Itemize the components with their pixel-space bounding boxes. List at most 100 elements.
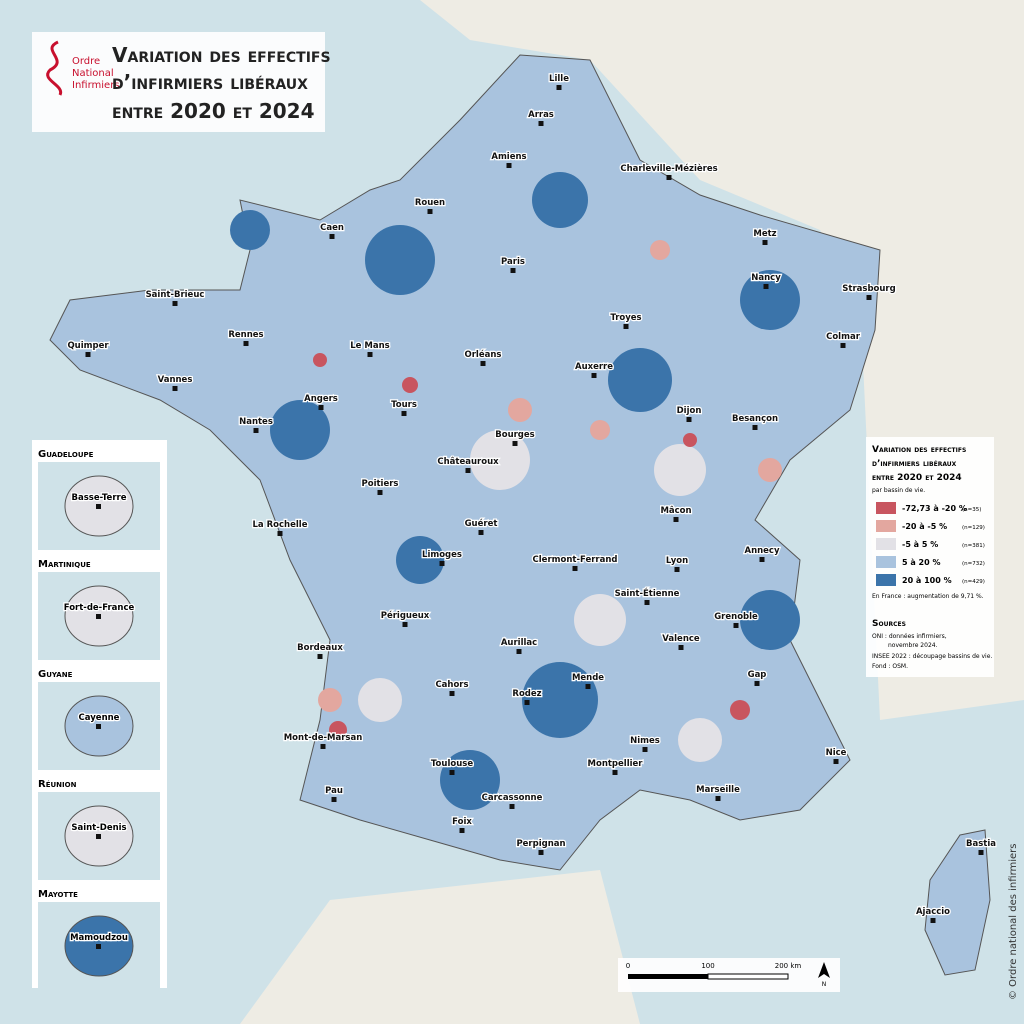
- legend-swatch: [876, 574, 896, 586]
- city-marker: [449, 691, 455, 696]
- logo-text: Ordre: [72, 56, 100, 67]
- city-label: Cahors: [435, 680, 468, 690]
- inset-city-marker: [96, 724, 101, 729]
- city-label: Orléans: [465, 349, 502, 360]
- city-label: Mâcon: [660, 506, 691, 516]
- city-marker: [317, 654, 323, 659]
- city-label: Saint-Brieuc: [146, 290, 205, 300]
- city-label: Valence: [662, 634, 700, 644]
- city-label: Bordeaux: [297, 643, 343, 653]
- city-marker: [439, 561, 445, 566]
- city-marker: [510, 268, 516, 273]
- city-marker: [172, 301, 178, 306]
- city-label: Ajaccio: [916, 907, 950, 917]
- inset-title: Martinique: [38, 559, 91, 570]
- city-marker: [762, 240, 768, 245]
- logo-mark: [46, 40, 63, 96]
- city-marker: [642, 747, 648, 752]
- city-marker: [930, 918, 936, 923]
- city-label: Mende: [572, 673, 604, 683]
- city-label: Caen: [320, 223, 344, 233]
- city-marker: [512, 441, 518, 446]
- city-marker: [402, 622, 408, 627]
- city-marker: [427, 209, 433, 214]
- cities: Lille Arras Amiens Charleville-Mézières Roue…: [66, 73, 998, 923]
- city-label: Rennes: [228, 330, 263, 340]
- city-marker: [612, 770, 618, 775]
- city-label: Guéret: [465, 518, 498, 529]
- city-marker: [572, 566, 578, 571]
- city-marker: [277, 531, 283, 536]
- city-label: Mont-de-Marsan: [284, 733, 363, 743]
- city-label: La Rochelle: [253, 520, 308, 530]
- city-label: Limoges: [422, 550, 462, 560]
- legend-label: 20 à 100 %: [902, 576, 952, 585]
- inset-title: Réunion: [38, 779, 77, 790]
- legend-count: (n=129): [962, 525, 985, 531]
- city-label: Toulouse: [431, 759, 473, 769]
- city-label: Paris: [501, 257, 525, 267]
- title: d’infirmiers libéraux: [112, 70, 308, 94]
- city-marker: [591, 373, 597, 378]
- city-marker: [666, 175, 672, 180]
- city-marker: [833, 759, 839, 764]
- sources-title: Sources: [872, 619, 906, 629]
- inset-city-marker: [96, 944, 101, 949]
- city-marker: [623, 324, 629, 329]
- city-label: Aurillac: [501, 638, 537, 648]
- city-label: Quimper: [67, 341, 109, 351]
- city-label: Foix: [452, 817, 472, 827]
- inset-city-marker: [96, 504, 101, 509]
- title: entre 2020 et 2024: [112, 99, 315, 123]
- city-label: Lyon: [666, 556, 688, 566]
- city-label: Bastia: [966, 839, 996, 849]
- city-label: Angers: [304, 394, 338, 404]
- patches-decline: [318, 240, 782, 712]
- city-marker: [253, 428, 259, 433]
- neighbour-land: [240, 870, 640, 1024]
- city-marker: [752, 425, 758, 430]
- inset-city: Basse-Terre: [72, 493, 127, 503]
- city-marker: [478, 530, 484, 535]
- inset-city-marker: [96, 834, 101, 839]
- inset-city: Saint-Denis: [71, 823, 126, 833]
- city-marker: [516, 649, 522, 654]
- city-label: Châteauroux: [437, 457, 499, 467]
- city-marker: [506, 163, 512, 168]
- city-label: Nancy: [751, 273, 781, 283]
- city-marker: [318, 405, 324, 410]
- city-marker: [644, 600, 650, 605]
- city-label: Colmar: [826, 332, 861, 342]
- logo-text: Infirmiers: [72, 80, 120, 91]
- city-marker: [85, 352, 91, 357]
- legend-count: (n=381): [962, 543, 985, 549]
- sources-line: INSEE 2022 : découpage bassins de vie.: [872, 653, 992, 660]
- city-label: Nantes: [239, 417, 273, 427]
- legend-label: 5 à 20 %: [902, 558, 940, 567]
- city-label: Dijon: [677, 406, 702, 416]
- city-label: Besançon: [732, 414, 778, 424]
- title: Variation des effectifs: [112, 43, 331, 67]
- city-marker: [243, 341, 249, 346]
- city-marker: [866, 295, 872, 300]
- city-label: Strasbourg: [842, 284, 895, 294]
- scale-label: 100: [701, 962, 714, 970]
- city-marker: [674, 567, 680, 572]
- inset-title: Guadeloupe: [38, 449, 94, 460]
- france: [49, 54, 881, 871]
- inset-city: Mamoudzou: [70, 933, 128, 943]
- city-label: Le Mans: [350, 341, 389, 351]
- legend-count: (n=732): [962, 561, 985, 567]
- legend-swatch: [876, 556, 896, 568]
- legend-label: -20 à -5 %: [902, 522, 947, 531]
- inset-city-marker: [96, 614, 101, 619]
- city-marker: [763, 284, 769, 289]
- city-marker: [678, 645, 684, 650]
- legend-swatch: [876, 520, 896, 532]
- inset-title: Mayotte: [38, 889, 78, 900]
- city-label: Saint-Étienne: [615, 587, 680, 599]
- city-label: Auxerre: [575, 362, 613, 372]
- patches-stable: [358, 430, 722, 762]
- city-label: Nice: [826, 748, 847, 758]
- city-label: Carcassonne: [482, 793, 543, 803]
